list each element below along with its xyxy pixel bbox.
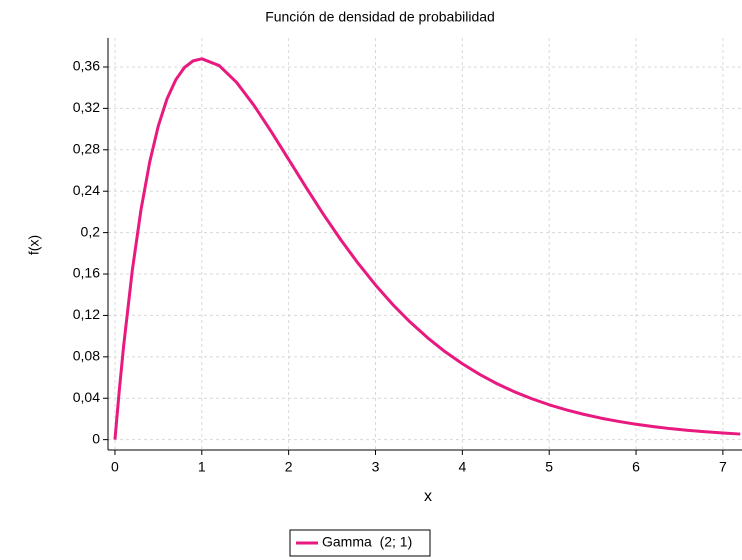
x-tick-label: 3 [372,459,380,475]
y-tick-label: 0,24 [73,182,100,198]
x-tick-label: 1 [198,459,206,475]
y-axis-label: f(x) [26,235,42,255]
chart-title: Función de densidad de probabilidad [265,9,495,25]
y-tick-label: 0,36 [73,58,100,74]
line-series [113,57,741,440]
y-tick-label: 0 [92,430,100,446]
y-tick-label: 0,2 [81,223,101,239]
y-tick-label: 0,08 [73,348,100,364]
y-tick-label: 0,28 [73,141,100,157]
x-tick-label: 6 [632,459,640,475]
x-tick-label: 4 [458,459,466,475]
y-tick-label: 0,12 [73,306,100,322]
x-tick-label: 0 [111,459,119,475]
x-axis-label: x [424,488,432,505]
y-tick-label: 0,04 [73,389,100,405]
x-tick-label: 2 [285,459,293,475]
legend-label: Gamma (2; 1) [322,534,412,550]
y-tick-label: 0,32 [73,99,100,115]
x-tick-label: 7 [719,459,727,475]
x-tick-label: 5 [545,459,553,475]
y-tick-label: 0,16 [73,265,100,281]
